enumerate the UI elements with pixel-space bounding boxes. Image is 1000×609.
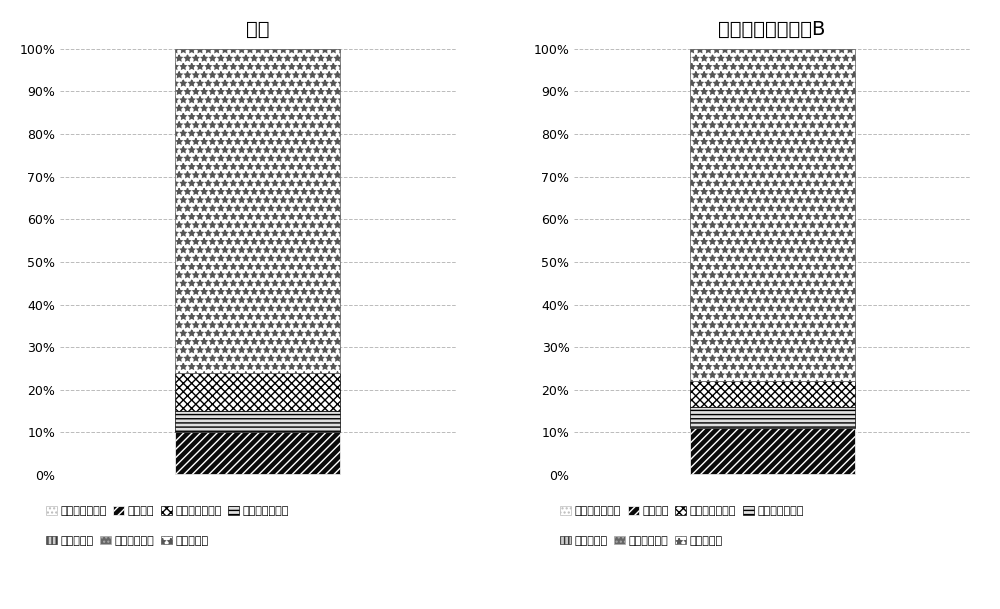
Bar	[175, 432, 340, 474]
Bar	[690, 474, 855, 475]
Bar	[175, 474, 340, 475]
Bar	[690, 428, 855, 474]
Bar	[690, 407, 855, 428]
Title: 复合微生物驱油剂B: 复合微生物驱油剂B	[718, 20, 826, 39]
Bar	[175, 373, 340, 411]
Bar	[175, 411, 340, 432]
Legend: 脱硫状菌属, 硫磺单胞菌属, 弓形杆菌属: 脱硫状菌属, 硫磺单胞菌属, 弓形杆菌属	[46, 536, 208, 546]
Bar	[690, 49, 855, 381]
Bar	[690, 381, 855, 407]
Bar	[175, 49, 340, 373]
Title: 空白: 空白	[246, 20, 270, 39]
Legend: 脱硫状菌属, 硫磺单胞菌属, 弓形杆菌属: 脱硫状菌属, 硫磺单胞菌属, 弓形杆菌属	[560, 536, 723, 546]
